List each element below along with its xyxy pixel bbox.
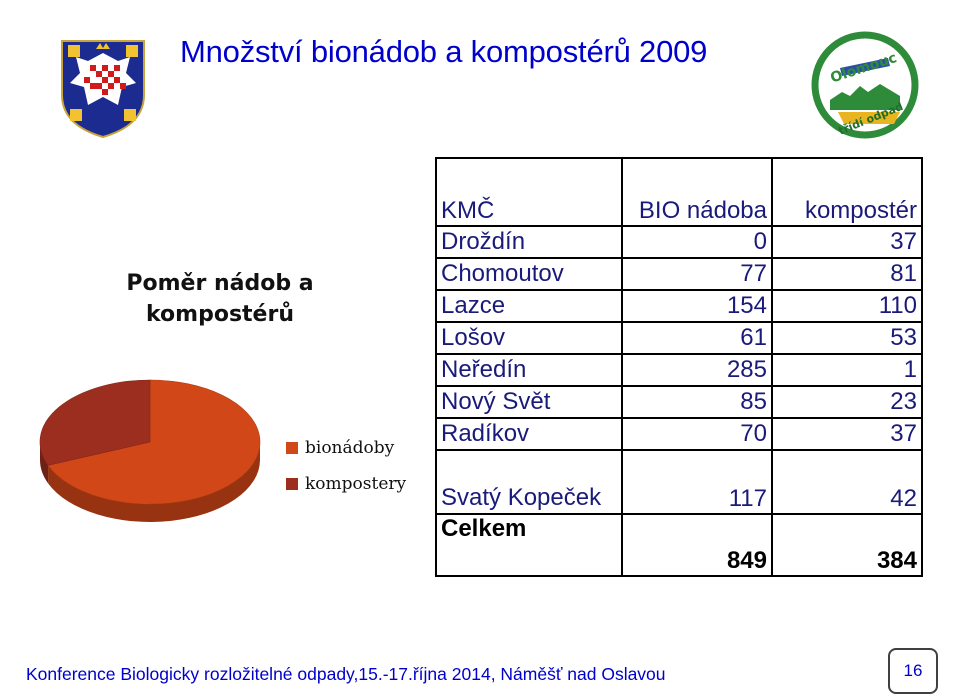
- table-row: Droždín 0 37: [435, 225, 923, 259]
- row-name: Droždín: [435, 225, 623, 259]
- pie-side-0: [48, 442, 260, 522]
- row-komp: 37: [771, 417, 923, 451]
- slide-title: Množství bionádob a kompostérů 2009: [180, 34, 708, 69]
- pie-side-1: [40, 442, 49, 484]
- row-name: Lazce: [435, 289, 623, 323]
- header-bio-nadoba: BIO nádoba: [621, 157, 773, 227]
- legend-item-kompostery: kompostery: [286, 466, 406, 502]
- pie-slice-bionadoby: [47, 379, 261, 505]
- olomouc-logo-icon: Olomouc třídí odpad: [811, 31, 919, 139]
- row-name: Nový Svět: [435, 385, 623, 419]
- legend-swatch-bionadoby: [286, 442, 298, 454]
- row-komp: 1: [771, 353, 923, 387]
- row-bio: 61: [621, 321, 773, 355]
- table-row: Lošov 61 53: [435, 321, 923, 355]
- table-header-row: KMČ BIO nádoba kompostér: [435, 157, 923, 227]
- row-komp: 53: [771, 321, 923, 355]
- row-komp: 81: [771, 257, 923, 291]
- total-komp: 384: [771, 513, 923, 577]
- row-bio: 70: [621, 417, 773, 451]
- row-komp: 23: [771, 385, 923, 419]
- row-bio: 154: [621, 289, 773, 323]
- legend-label-kompostery: kompostery: [305, 474, 407, 494]
- pie-slices: [39, 379, 261, 505]
- row-bio: 77: [621, 257, 773, 291]
- row-name: Lošov: [435, 321, 623, 355]
- row-name: Neředín: [435, 353, 623, 387]
- coat-of-arms-icon: [61, 40, 145, 138]
- pie-slice-kompostery: [39, 379, 151, 466]
- row-bio: 85: [621, 385, 773, 419]
- footer-text: Konference Biologicky rozložitelné odpad…: [26, 664, 666, 684]
- row-komp: 37: [771, 225, 923, 259]
- row-bio: 117: [621, 449, 773, 515]
- total-bio: 849: [621, 513, 773, 577]
- page-number-badge: 16: [888, 648, 938, 694]
- page-number: 16: [903, 661, 923, 680]
- table-total-row: Celkem 849 384: [435, 513, 923, 577]
- legend-item-bionadoby: bionádoby: [286, 430, 406, 466]
- pie-depth: [40, 442, 260, 522]
- table-row: Neředín 285 1: [435, 353, 923, 387]
- table-row: Svatý Kopeček 117 42: [435, 449, 923, 515]
- data-table: KMČ BIO nádoba kompostér Droždín 0 37 Ch…: [435, 157, 923, 577]
- row-komp: 110: [771, 289, 923, 323]
- row-name: Radíkov: [435, 417, 623, 451]
- row-bio: 285: [621, 353, 773, 387]
- table-row: Lazce 154 110: [435, 289, 923, 323]
- table-row: Radíkov 70 37: [435, 417, 923, 451]
- header-komposter: kompostér: [771, 157, 923, 227]
- total-name: Celkem: [435, 513, 623, 577]
- row-komp: 42: [771, 449, 923, 515]
- legend-label-bionadoby: bionádoby: [305, 438, 395, 458]
- eagle-emblem: [70, 43, 136, 105]
- chart-title: Poměr nádob a kompostérů: [126, 271, 314, 327]
- pie-chart: [39, 379, 261, 522]
- header-kmc: KMČ: [435, 157, 623, 227]
- row-bio: 0: [621, 225, 773, 259]
- legend-swatch-kompostery: [286, 478, 298, 490]
- row-name: Svatý Kopeček: [435, 449, 623, 515]
- chart-legend: bionádoby kompostery: [286, 430, 406, 502]
- table-row: Chomoutov 77 81: [435, 257, 923, 291]
- table-row: Nový Svět 85 23: [435, 385, 923, 419]
- row-name: Chomoutov: [435, 257, 623, 291]
